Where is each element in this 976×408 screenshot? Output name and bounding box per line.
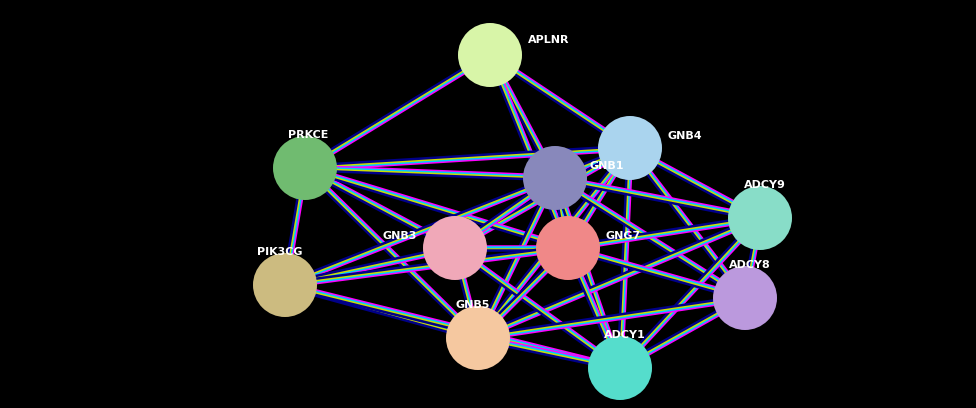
Circle shape <box>523 146 587 210</box>
Text: ADCY9: ADCY9 <box>744 180 786 190</box>
Text: GNB3: GNB3 <box>383 231 417 241</box>
Circle shape <box>423 216 487 280</box>
Text: GNB4: GNB4 <box>668 131 703 141</box>
Circle shape <box>446 306 510 370</box>
Circle shape <box>598 116 662 180</box>
Text: ADCY1: ADCY1 <box>604 330 646 340</box>
Text: PRKCE: PRKCE <box>288 130 328 140</box>
Circle shape <box>588 336 652 400</box>
Circle shape <box>713 266 777 330</box>
Text: GNB1: GNB1 <box>590 161 625 171</box>
Text: GNB5: GNB5 <box>456 300 490 310</box>
Text: PIK3CG: PIK3CG <box>258 247 303 257</box>
Circle shape <box>273 136 337 200</box>
Text: ADCY8: ADCY8 <box>729 260 771 270</box>
Circle shape <box>728 186 792 250</box>
Circle shape <box>458 23 522 87</box>
Circle shape <box>253 253 317 317</box>
Text: GNG7: GNG7 <box>606 231 641 241</box>
Text: APLNR: APLNR <box>528 35 570 45</box>
Circle shape <box>536 216 600 280</box>
